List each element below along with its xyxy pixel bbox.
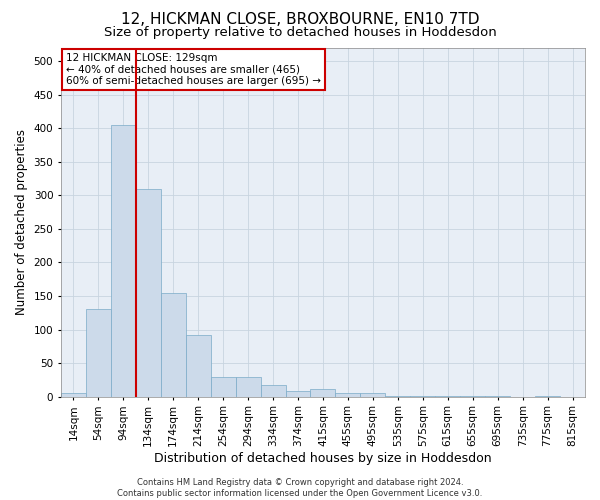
Bar (136, 188, 161, 396)
Bar (361, 394, 385, 396)
Text: 12 HICKMAN CLOSE: 129sqm
← 40% of detached houses are smaller (465)
60% of semi-: 12 HICKMAN CLOSE: 129sqm ← 40% of detach… (66, 52, 321, 86)
Bar (186, 335, 211, 396)
Y-axis label: Number of detached properties: Number of detached properties (15, 129, 28, 315)
Bar (236, 377, 260, 396)
X-axis label: Distribution of detached houses by size in Hoddesdon: Distribution of detached houses by size … (154, 452, 492, 465)
Bar (335, 394, 361, 396)
Text: Size of property relative to detached houses in Hoddesdon: Size of property relative to detached ho… (104, 26, 496, 39)
Bar (111, 124, 136, 396)
Text: 12, HICKMAN CLOSE, BROXBOURNE, EN10 7TD: 12, HICKMAN CLOSE, BROXBOURNE, EN10 7TD (121, 12, 479, 28)
Bar (260, 384, 286, 396)
Bar (211, 377, 236, 396)
Bar (61, 394, 86, 396)
Bar (310, 390, 335, 396)
Bar (86, 310, 111, 396)
Text: Contains HM Land Registry data © Crown copyright and database right 2024.
Contai: Contains HM Land Registry data © Crown c… (118, 478, 482, 498)
Bar (286, 392, 310, 396)
Bar (161, 292, 186, 397)
